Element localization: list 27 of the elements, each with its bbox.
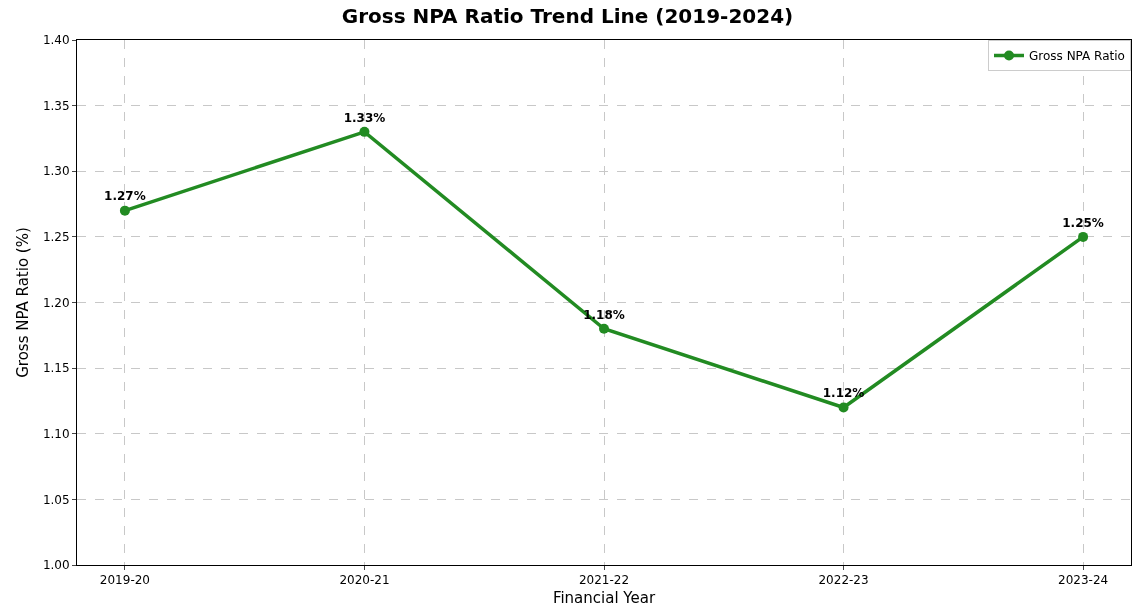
x-axis-title: Financial Year xyxy=(552,589,656,608)
data-label: 1.27% xyxy=(104,189,146,204)
y-tick-label: 1.35 xyxy=(42,98,70,113)
data-label: 1.25% xyxy=(1062,215,1104,230)
y-tick-label: 1.00 xyxy=(42,558,70,573)
y-tick-label: 1.40 xyxy=(42,33,70,48)
y-tick-label: 1.10 xyxy=(42,426,70,441)
x-tick-label: 2022-23 xyxy=(818,573,869,588)
y-tick-label: 1.15 xyxy=(42,361,70,376)
y-axis-title: Gross NPA Ratio (%) xyxy=(14,227,33,378)
y-tick-label: 1.20 xyxy=(42,295,70,310)
point xyxy=(1078,231,1089,242)
y-tick-label: 1.05 xyxy=(42,492,70,507)
x-tick-label: 2021-22 xyxy=(578,573,630,588)
y-tick-label: 1.25 xyxy=(42,230,70,245)
point xyxy=(599,323,609,334)
x-tick-label: 2020-21 xyxy=(339,573,390,588)
legend-label: Gross NPA Ratio xyxy=(1029,49,1125,64)
y-tick-label: 1.30 xyxy=(42,164,70,179)
data-label: 1.33% xyxy=(343,110,386,125)
chart-title: Gross NPA Ratio Trend Line (2019-2024) xyxy=(341,4,794,29)
x-tick-label: 2023-24 xyxy=(1058,573,1109,588)
data-label: 1.12% xyxy=(822,386,865,401)
point xyxy=(359,126,370,137)
x-tick-label: 2019-20 xyxy=(99,573,150,588)
point xyxy=(119,205,130,216)
point xyxy=(838,402,849,413)
